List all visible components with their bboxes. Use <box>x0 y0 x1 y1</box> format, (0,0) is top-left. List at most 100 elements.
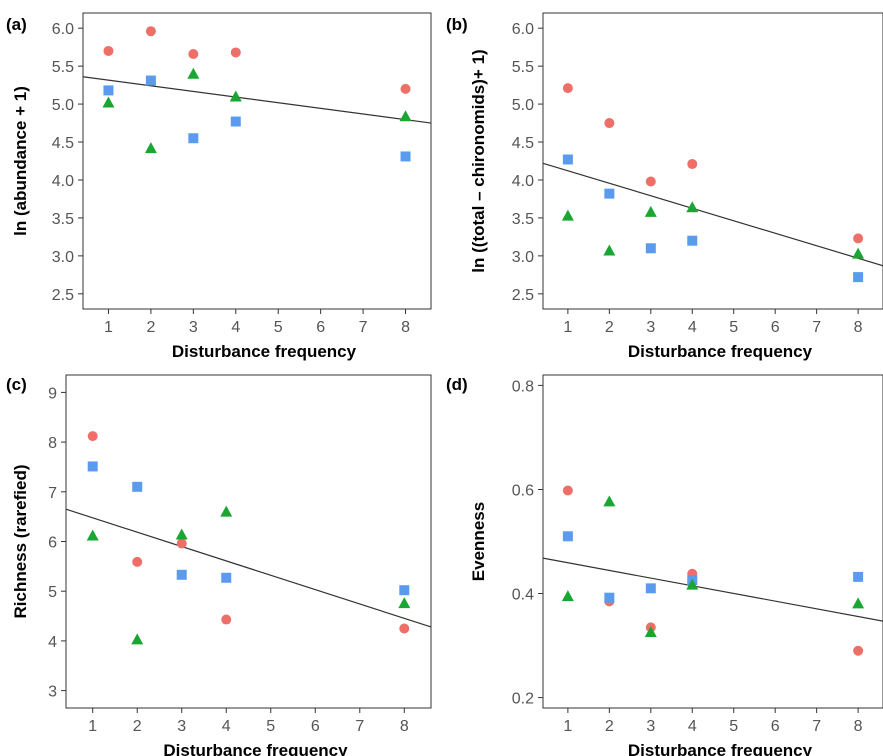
data-point-square <box>562 154 573 165</box>
data-point-square <box>853 272 864 283</box>
x-tick-label: 7 <box>812 718 821 735</box>
data-point-triangle <box>102 96 115 108</box>
data-point-circle <box>103 45 114 56</box>
data-point-triangle <box>852 597 865 609</box>
y-tick-label: 4.0 <box>512 173 534 190</box>
data-point-circle <box>132 556 143 567</box>
x-tick-label: 6 <box>311 718 320 735</box>
panel-c: (c) 1 2 3 4 5 6 7 8 3 4 5 6 7 8 9 Disturbance frequency R… <box>6 374 432 756</box>
data-point-square <box>645 243 656 254</box>
panel-a: (a) 1 2 3 4 5 6 7 8 2.5 3.0 3.5 4.0 4.5 5.0 5.5 6.0 Distu… <box>6 12 432 361</box>
y-tick-label: 8 <box>48 435 57 452</box>
y-tick-label: 0.4 <box>512 587 534 604</box>
x-tick-label: 4 <box>231 319 240 336</box>
data-point-triangle <box>229 90 242 102</box>
data-point-circle <box>221 614 232 625</box>
x-tick-label: 2 <box>133 718 142 735</box>
x-tick-label: 7 <box>812 319 821 336</box>
panel-letter: (a) <box>6 15 27 34</box>
y-tick-label: 6.0 <box>512 21 534 38</box>
x-tick-label: 1 <box>563 319 572 336</box>
y-tick-label: 9 <box>48 385 57 402</box>
data-point-triangle <box>561 209 574 221</box>
data-point-square <box>562 531 573 542</box>
y-tick-label: 5.0 <box>512 97 534 114</box>
panel-letter: (c) <box>6 375 27 394</box>
data-point-circle <box>188 48 199 59</box>
data-point-square <box>145 75 156 86</box>
x-tick-label: 3 <box>646 319 655 336</box>
data-point-square <box>132 481 143 492</box>
regression-line <box>542 162 883 267</box>
x-tick-label: 5 <box>729 319 738 336</box>
panel-d: (d) 1 2 3 4 5 6 7 8 0.2 0.4 0.6 0.8 Disturbance frequ… <box>446 374 883 756</box>
x-tick-label: 3 <box>646 718 655 735</box>
y-axis-title: Richness (rarefied) <box>11 465 30 619</box>
x-axis-title: Disturbance frequency <box>628 741 813 756</box>
y-tick-label: 0.8 <box>512 378 534 395</box>
data-point-square <box>399 585 410 596</box>
x-tick-label: 7 <box>359 319 368 336</box>
data-point-square <box>188 133 199 144</box>
data-point-circle <box>145 26 156 37</box>
x-tick-label: 7 <box>355 718 364 735</box>
y-tick-label: 6 <box>48 535 57 552</box>
data-point-circle <box>687 159 698 170</box>
y-tick-label: 4.0 <box>52 173 74 190</box>
x-tick-label: 8 <box>854 718 863 735</box>
y-tick-label: 0.2 <box>512 691 534 708</box>
regression-line <box>65 508 432 628</box>
data-point-square <box>176 569 187 580</box>
x-tick-label: 6 <box>771 319 780 336</box>
x-tick-label: 6 <box>771 718 780 735</box>
x-tick-label: 8 <box>401 319 410 336</box>
x-axis-title: Disturbance frequency <box>163 741 348 756</box>
y-axis-title: ln ((total – chironomids)+ 1) <box>469 49 488 272</box>
y-tick-label: 4.5 <box>52 135 74 152</box>
y-tick-label: 2.5 <box>512 287 534 304</box>
plot-frame <box>82 12 432 310</box>
data-point-circle <box>853 645 864 656</box>
x-axis-title: Disturbance frequency <box>172 342 357 361</box>
y-tick-label: 5.5 <box>512 59 534 76</box>
panel-letter: (d) <box>446 375 468 394</box>
data-point-triangle <box>398 597 411 609</box>
y-tick-label: 2.5 <box>52 287 74 304</box>
y-axis-title: ln (abundance + 1) <box>11 86 30 236</box>
x-tick-label: 5 <box>274 319 283 336</box>
x-tick-label: 2 <box>605 319 614 336</box>
x-tick-label: 3 <box>177 718 186 735</box>
plot-frame <box>542 12 883 310</box>
x-tick-label: 8 <box>400 718 409 735</box>
y-tick-label: 3.0 <box>512 249 534 266</box>
data-point-square <box>687 235 698 246</box>
data-point-square <box>103 85 114 96</box>
data-point-triangle <box>644 626 657 638</box>
data-point-circle <box>562 485 573 496</box>
y-tick-label: 7 <box>48 485 57 502</box>
data-point-square <box>604 592 615 603</box>
data-point-circle <box>562 83 573 94</box>
data-point-circle <box>853 233 864 244</box>
x-tick-label: 3 <box>189 319 198 336</box>
x-tick-label: 2 <box>605 718 614 735</box>
data-point-triangle <box>144 142 157 154</box>
plot-frame <box>65 374 432 709</box>
data-point-triangle <box>175 528 188 540</box>
data-point-triangle <box>603 495 616 507</box>
data-point-triangle <box>852 247 865 259</box>
y-tick-label: 3 <box>48 684 57 701</box>
x-tick-label: 1 <box>104 319 113 336</box>
data-point-triangle <box>686 201 699 213</box>
data-point-circle <box>604 118 615 129</box>
plot-frame <box>542 374 883 709</box>
panel-b: (b) 1 2 3 4 5 6 7 8 2.5 3.0 3.5 4.0 4.5 5.0 5.5 6.0 Distu… <box>446 12 883 361</box>
x-tick-label: 4 <box>688 319 697 336</box>
x-tick-label: 2 <box>146 319 155 336</box>
data-point-square <box>230 116 241 127</box>
x-tick-label: 1 <box>88 718 97 735</box>
data-point-square <box>400 151 411 162</box>
data-point-circle <box>230 47 241 58</box>
data-point-circle <box>645 176 656 187</box>
